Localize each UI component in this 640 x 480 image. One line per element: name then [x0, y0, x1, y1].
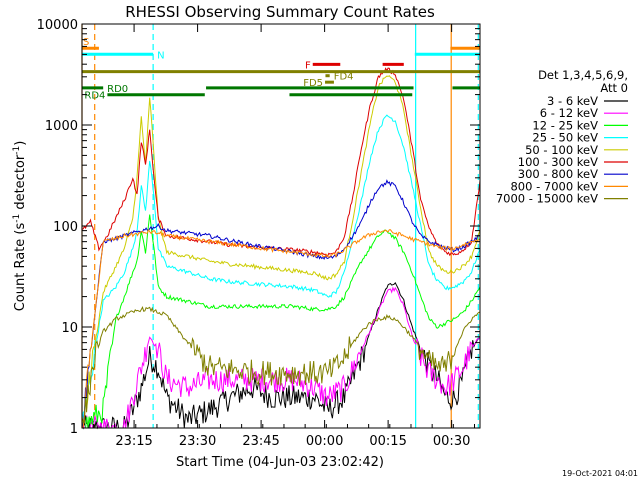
vertical-markers	[81, 24, 479, 428]
x-tick-label: 23:30	[179, 434, 216, 449]
legend-item-label: 800 - 7000 keV	[510, 179, 598, 193]
legend-header-line-2: Att 0	[600, 81, 628, 95]
legend-item-label: 3 - 6 keV	[547, 94, 598, 108]
series-line-0	[81, 282, 481, 430]
legend-item-label: 25 - 50 keV	[532, 131, 598, 145]
legend-item-label: 300 - 800 keV	[518, 167, 598, 181]
legend-item-label: 12 - 25 keV	[532, 118, 598, 132]
state-label-7: FD4	[334, 72, 354, 83]
x-tick-label: 00:15	[369, 434, 406, 449]
chart-title: RHESSI Observing Summary Count Rates	[125, 3, 435, 21]
state-label-9: RD0	[107, 84, 128, 95]
series-line-5	[81, 67, 481, 257]
y-axis-label: Count Rate (s-1 detector-1)	[12, 141, 28, 312]
series-line-2	[82, 214, 481, 429]
state-label-0: S	[83, 37, 89, 48]
x-tick-label: 00:30	[433, 434, 470, 449]
state-label-12: RD4	[84, 91, 105, 102]
series-line-7	[81, 228, 481, 429]
series-line-6	[81, 179, 480, 429]
legend-item-label: 6 - 12 keV	[540, 106, 598, 120]
state-label-2: N	[157, 50, 164, 61]
series-line-4	[81, 75, 481, 426]
x-tick-label: 23:45	[242, 434, 279, 449]
legend-header-line-1: Det 1,3,4,5,6,9,	[538, 68, 628, 82]
y-tick-label: 10000	[37, 18, 78, 33]
state-label-4: F	[305, 60, 311, 71]
timestamp-stamp: 19-Oct-2021 04:01	[562, 469, 638, 478]
legend-item-label: 50 - 100 keV	[525, 143, 598, 157]
legend-item-label: 100 - 300 keV	[518, 155, 598, 169]
y-tick-label: 10	[61, 321, 78, 336]
y-tick-label: 100	[53, 220, 78, 235]
series-lines	[81, 67, 481, 430]
y-axis-ticks: 1 10 100 1000 10000	[37, 18, 480, 437]
x-tick-label: 00:00	[306, 434, 343, 449]
x-axis-ticks: 23:15 23:30 23:45 00:00 00:15 00:30	[92, 24, 475, 449]
x-tick-label: 23:15	[115, 434, 152, 449]
series-line-3	[81, 114, 481, 428]
legend-item-label: 7000 - 15000 keV	[496, 192, 598, 206]
y-tick-label: 1000	[45, 119, 78, 134]
series-line-8	[81, 306, 481, 424]
y-tick-label: 1	[70, 422, 78, 437]
x-axis-label: Start Time (04-Jun-03 23:02:42)	[176, 455, 384, 470]
state-label-8: FD5	[303, 78, 323, 89]
